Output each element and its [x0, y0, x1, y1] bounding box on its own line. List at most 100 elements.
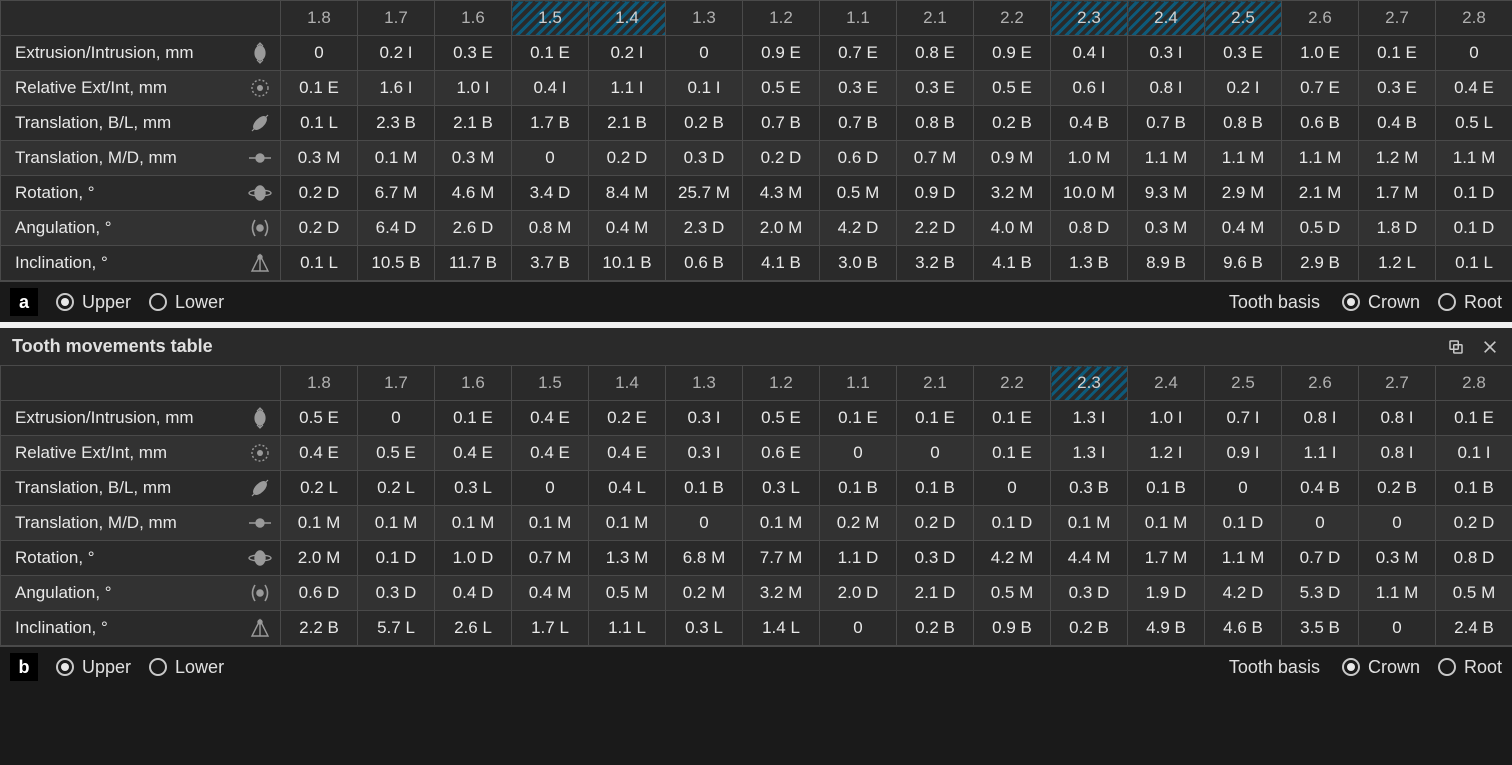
data-cell[interactable]: 0.3 D [1051, 576, 1128, 611]
data-cell[interactable]: 0 [1359, 611, 1436, 646]
tooth-col-1-8[interactable]: 1.8 [281, 366, 358, 401]
data-cell[interactable]: 2.0 D [820, 576, 897, 611]
data-cell[interactable]: 2.1 D [897, 576, 974, 611]
data-cell[interactable]: 0.1 E [281, 71, 358, 106]
data-cell[interactable]: 0.1 E [435, 401, 512, 436]
data-cell[interactable]: 0.1 B [897, 471, 974, 506]
basis-radio-crown[interactable]: Crown [1342, 292, 1420, 313]
data-cell[interactable]: 0.4 E [512, 401, 589, 436]
data-cell[interactable]: 0.9 B [974, 611, 1051, 646]
data-cell[interactable]: 0.9 E [743, 36, 820, 71]
data-cell[interactable]: 0.1 D [1436, 211, 1512, 246]
data-cell[interactable]: 4.1 B [974, 246, 1051, 281]
data-cell[interactable]: 0 [1359, 506, 1436, 541]
data-cell[interactable]: 0.3 I [666, 401, 743, 436]
data-cell[interactable]: 0.1 B [1128, 471, 1205, 506]
tooth-col-1-6[interactable]: 1.6 [435, 1, 512, 36]
data-cell[interactable]: 1.7 M [1359, 176, 1436, 211]
data-cell[interactable]: 0.6 D [820, 141, 897, 176]
data-cell[interactable]: 0.4 M [512, 576, 589, 611]
data-cell[interactable]: 0.1 M [358, 506, 435, 541]
data-cell[interactable]: 0 [1205, 471, 1282, 506]
data-cell[interactable]: 0.4 I [512, 71, 589, 106]
data-cell[interactable]: 2.9 B [1282, 246, 1359, 281]
data-cell[interactable]: 4.2 M [974, 541, 1051, 576]
tooth-col-1-7[interactable]: 1.7 [358, 1, 435, 36]
data-cell[interactable]: 1.4 L [743, 611, 820, 646]
basis-radio-root[interactable]: Root [1438, 657, 1502, 678]
data-cell[interactable]: 0 [358, 401, 435, 436]
data-cell[interactable]: 0.3 D [897, 541, 974, 576]
data-cell[interactable]: 2.6 L [435, 611, 512, 646]
data-cell[interactable]: 1.7 L [512, 611, 589, 646]
data-cell[interactable]: 4.4 M [1051, 541, 1128, 576]
data-cell[interactable]: 3.0 B [820, 246, 897, 281]
data-cell[interactable]: 0.2 D [589, 141, 666, 176]
data-cell[interactable]: 1.1 M [1436, 141, 1512, 176]
tooth-col-1-4[interactable]: 1.4 [589, 366, 666, 401]
data-cell[interactable]: 5.7 L [358, 611, 435, 646]
tooth-col-1-4[interactable]: 1.4 [589, 1, 666, 36]
data-cell[interactable]: 0.2 D [897, 506, 974, 541]
data-cell[interactable]: 0.7 M [897, 141, 974, 176]
data-cell[interactable]: 0.3 E [1359, 71, 1436, 106]
data-cell[interactable]: 0 [897, 436, 974, 471]
data-cell[interactable]: 0.4 E [435, 436, 512, 471]
data-cell[interactable]: 0.1 L [281, 246, 358, 281]
data-cell[interactable]: 0.8 I [1359, 401, 1436, 436]
data-cell[interactable]: 2.3 B [358, 106, 435, 141]
data-cell[interactable]: 1.1 M [1282, 141, 1359, 176]
tooth-col-2-7[interactable]: 2.7 [1359, 1, 1436, 36]
data-cell[interactable]: 2.2 D [897, 211, 974, 246]
data-cell[interactable]: 8.9 B [1128, 246, 1205, 281]
data-cell[interactable]: 0.2 D [281, 176, 358, 211]
data-cell[interactable]: 0.7 B [1128, 106, 1205, 141]
data-cell[interactable]: 2.1 B [589, 106, 666, 141]
data-cell[interactable]: 0.8 M [512, 211, 589, 246]
data-cell[interactable]: 0.2 D [281, 211, 358, 246]
data-cell[interactable]: 0 [820, 611, 897, 646]
data-cell[interactable]: 0.4 E [512, 436, 589, 471]
data-cell[interactable]: 0.5 E [743, 71, 820, 106]
data-cell[interactable]: 0.8 I [1359, 436, 1436, 471]
data-cell[interactable]: 1.2 M [1359, 141, 1436, 176]
tooth-col-1-3[interactable]: 1.3 [666, 366, 743, 401]
data-cell[interactable]: 0.2 I [1205, 71, 1282, 106]
data-cell[interactable]: 0.9 I [1205, 436, 1282, 471]
data-cell[interactable]: 0.5 L [1436, 106, 1512, 141]
data-cell[interactable]: 4.2 D [820, 211, 897, 246]
data-cell[interactable]: 0.1 E [974, 436, 1051, 471]
tooth-col-1-7[interactable]: 1.7 [358, 366, 435, 401]
data-cell[interactable]: 0.9 E [974, 36, 1051, 71]
data-cell[interactable]: 1.6 I [358, 71, 435, 106]
data-cell[interactable]: 0.5 E [358, 436, 435, 471]
data-cell[interactable]: 1.1 M [1205, 141, 1282, 176]
data-cell[interactable]: 0.6 E [743, 436, 820, 471]
data-cell[interactable]: 4.6 B [1205, 611, 1282, 646]
data-cell[interactable]: 0.2 M [666, 576, 743, 611]
arch-radio-lower[interactable]: Lower [149, 657, 224, 678]
tooth-col-2-4[interactable]: 2.4 [1128, 366, 1205, 401]
data-cell[interactable]: 1.1 I [589, 71, 666, 106]
data-cell[interactable]: 2.9 M [1205, 176, 1282, 211]
data-cell[interactable]: 4.2 D [1205, 576, 1282, 611]
data-cell[interactable]: 1.1 M [1205, 541, 1282, 576]
data-cell[interactable]: 0 [1282, 506, 1359, 541]
data-cell[interactable]: 0.6 B [666, 246, 743, 281]
data-cell[interactable]: 2.0 M [743, 211, 820, 246]
data-cell[interactable]: 1.1 L [589, 611, 666, 646]
data-cell[interactable]: 0.3 I [666, 436, 743, 471]
tooth-col-2-5[interactable]: 2.5 [1205, 366, 1282, 401]
tooth-col-1-5[interactable]: 1.5 [512, 366, 589, 401]
data-cell[interactable]: 0.2 D [1436, 506, 1512, 541]
data-cell[interactable]: 1.8 D [1359, 211, 1436, 246]
tooth-col-2-8[interactable]: 2.8 [1436, 1, 1512, 36]
data-cell[interactable]: 0.1 M [358, 141, 435, 176]
tooth-col-1-1[interactable]: 1.1 [820, 1, 897, 36]
data-cell[interactable]: 0.4 M [1205, 211, 1282, 246]
data-cell[interactable]: 0.5 D [1282, 211, 1359, 246]
data-cell[interactable]: 2.0 M [281, 541, 358, 576]
data-cell[interactable]: 0 [1436, 36, 1512, 71]
data-cell[interactable]: 0.3 L [743, 471, 820, 506]
data-cell[interactable]: 0.2 E [589, 401, 666, 436]
